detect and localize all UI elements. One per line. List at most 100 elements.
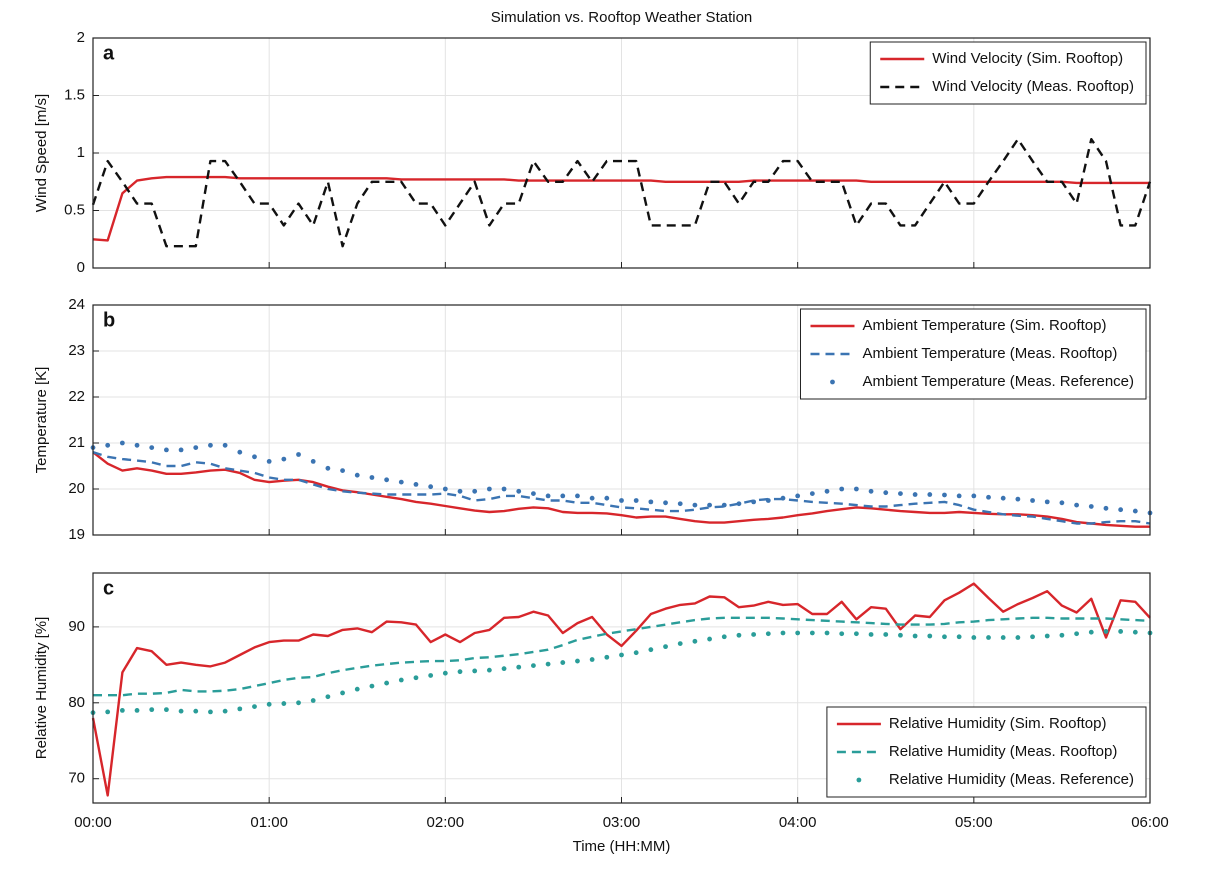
- data-point: [442, 486, 448, 492]
- data-point: [912, 492, 918, 497]
- data-point: [692, 638, 698, 644]
- data-point: [707, 636, 712, 642]
- data-point: [1044, 499, 1050, 505]
- data-point: [898, 632, 903, 638]
- legend-swatch: [856, 777, 862, 783]
- x-tick-label: 01:00: [250, 814, 288, 831]
- data-point: [839, 631, 845, 637]
- data-point: [1132, 629, 1138, 635]
- data-point: [1000, 495, 1006, 501]
- data-point: [545, 493, 551, 499]
- data-point: [369, 683, 375, 689]
- data-point: [472, 668, 478, 674]
- data-point: [413, 482, 419, 487]
- legend-box: [826, 706, 1147, 798]
- data-point: [663, 500, 668, 506]
- data-point: [501, 486, 507, 492]
- data-point: [398, 479, 404, 485]
- data-point: [193, 445, 199, 450]
- data-point: [1118, 629, 1124, 634]
- data-point: [883, 490, 889, 496]
- data-point: [281, 456, 287, 462]
- data-point: [971, 493, 977, 499]
- data-point: [795, 493, 801, 499]
- y-tick-label: 0: [77, 259, 85, 276]
- data-point: [1044, 633, 1050, 639]
- panel: 19 20 21 22 23 24 b Temperature [K] Ambient Temp…: [33, 296, 1153, 543]
- data-point: [868, 632, 874, 637]
- data-point: [296, 452, 301, 457]
- data-point: [340, 468, 345, 473]
- data-point: [252, 704, 257, 709]
- data-point: [1074, 631, 1079, 637]
- data-point: [956, 493, 962, 499]
- data-point: [736, 501, 742, 507]
- data-point: [1132, 508, 1138, 514]
- data-point: [560, 493, 566, 499]
- y-axis-label: Relative Humidity [%]: [33, 617, 50, 760]
- y-tick-label: 0.5: [64, 201, 85, 218]
- data-point: [839, 486, 845, 492]
- data-point: [780, 495, 786, 501]
- data-point: [501, 666, 507, 672]
- data-point: [853, 486, 859, 492]
- data-point: [149, 445, 155, 450]
- data-point: [1088, 629, 1094, 635]
- data-point: [1118, 507, 1124, 513]
- data-point: [619, 498, 624, 503]
- data-point: [648, 647, 654, 653]
- data-point: [281, 701, 287, 706]
- legend-label: Relative Humidity (Sim. Rooftop): [889, 715, 1107, 732]
- data-point: [721, 634, 727, 640]
- data-point: [369, 475, 375, 480]
- data-point: [560, 660, 566, 665]
- data-point: [898, 491, 903, 496]
- data-point: [942, 634, 947, 640]
- data-point: [398, 677, 404, 683]
- data-point: [809, 491, 815, 496]
- data-point: [677, 641, 683, 646]
- y-tick-label: 80: [68, 694, 85, 711]
- data-point: [384, 477, 390, 483]
- data-point: [325, 465, 331, 471]
- data-point: [1088, 504, 1094, 509]
- y-tick-label: 19: [68, 526, 85, 543]
- data-point: [164, 447, 169, 453]
- data-point: [1059, 632, 1065, 638]
- panel: 00:00 01:00 02:00 03:00 04:00 05:00 06:00 70 80 9…: [33, 572, 1169, 855]
- y-tick-label: 1.5: [64, 86, 85, 103]
- data-point: [354, 472, 360, 478]
- panel-label: a: [103, 42, 115, 64]
- legend-label: Ambient Temperature (Meas. Rooftop): [862, 345, 1117, 362]
- panel-label: b: [103, 309, 115, 331]
- data-point: [795, 630, 801, 636]
- data-point: [707, 502, 712, 508]
- data-point: [589, 657, 595, 662]
- data-point: [531, 491, 536, 496]
- data-point: [310, 459, 316, 464]
- data-point: [809, 630, 815, 636]
- data-point: [442, 670, 448, 676]
- x-tick-label: 06:00: [1131, 814, 1169, 831]
- data-point: [868, 488, 874, 494]
- data-point: [354, 686, 360, 692]
- data-point: [1074, 502, 1079, 508]
- data-point: [310, 698, 316, 703]
- data-point: [222, 442, 228, 448]
- data-point: [384, 680, 390, 686]
- x-tick-label: 02:00: [427, 814, 465, 831]
- data-point: [751, 499, 757, 505]
- data-point: [105, 442, 111, 448]
- series-line: [91, 582, 1151, 797]
- legend-swatch: [830, 379, 835, 385]
- y-axis-label: Temperature [K]: [33, 367, 50, 474]
- x-tick-label: 04:00: [779, 814, 817, 831]
- legend-box: [869, 41, 1147, 105]
- plot-frame: [92, 304, 1151, 536]
- data-point: [164, 707, 169, 713]
- y-tick-label: 2: [77, 29, 85, 46]
- data-point: [971, 635, 977, 640]
- data-point: [986, 494, 991, 500]
- data-point: [765, 631, 771, 637]
- data-point: [575, 493, 580, 499]
